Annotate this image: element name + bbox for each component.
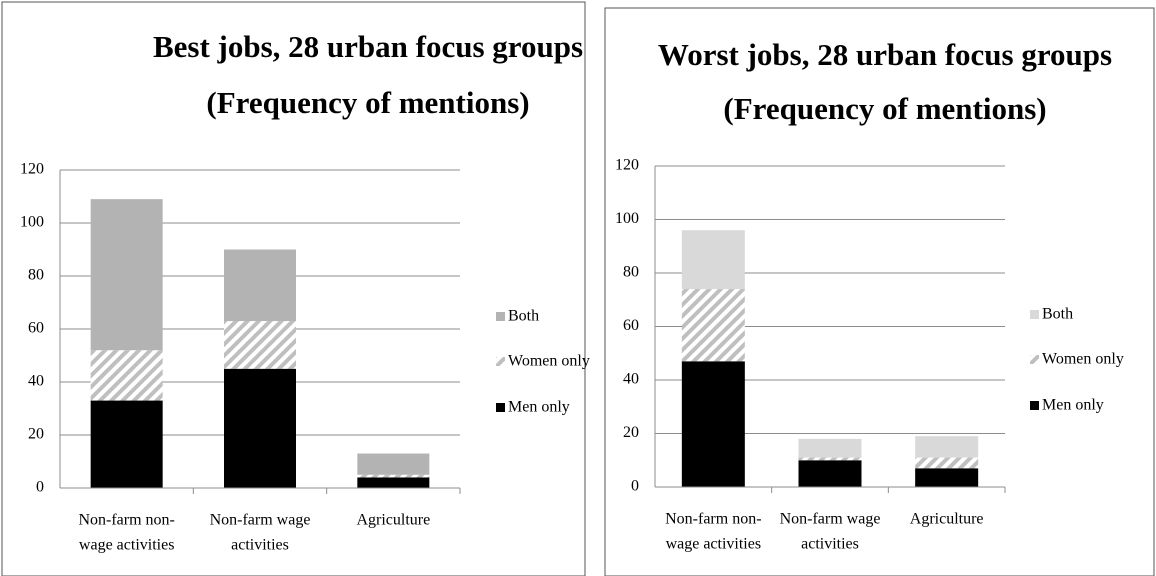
- bar-segment: [90, 400, 163, 488]
- bar-segment: [90, 350, 163, 401]
- y-tick-label: 60: [623, 317, 639, 334]
- x-tick-label: Agriculture: [910, 511, 984, 528]
- x-tick-label: activities: [231, 537, 289, 554]
- y-tick-label: 20: [623, 424, 639, 441]
- bar-segment: [224, 368, 296, 488]
- y-tick-label: 80: [623, 264, 639, 281]
- bar-segment: [224, 321, 296, 369]
- y-tick-label: 0: [631, 478, 639, 495]
- y-tick-label: 100: [20, 214, 44, 231]
- x-tick-label: wage activities: [666, 536, 762, 553]
- bar-segment: [357, 477, 430, 488]
- x-tick-label: Non-farm non-: [78, 512, 174, 529]
- bar-segment: [90, 199, 163, 351]
- bar-segment: [915, 468, 979, 487]
- bar-segment: [681, 361, 745, 487]
- legend-swatch: [496, 312, 505, 321]
- bar-segment: [915, 436, 979, 458]
- legend-swatch: [496, 357, 505, 366]
- x-tick-label: Non-farm wage: [210, 512, 311, 529]
- y-tick-label: 120: [20, 161, 44, 178]
- y-tick-label: 40: [623, 371, 639, 388]
- x-tick-label: activities: [801, 536, 859, 553]
- y-tick-label: 20: [28, 426, 44, 443]
- y-tick-label: 0: [36, 479, 44, 496]
- panel-border: [1, 1, 586, 576]
- legend-label: Both: [508, 308, 539, 325]
- bar-segment: [798, 460, 862, 487]
- y-tick-label: 60: [28, 320, 44, 337]
- y-tick-label: 40: [28, 373, 44, 390]
- legend-swatch: [496, 403, 505, 412]
- bar-segment: [915, 457, 979, 469]
- bar-segment: [357, 474, 430, 478]
- chart-title: Worst jobs, 28 urban focus groups: [658, 37, 1112, 72]
- legend-label: Both: [1042, 306, 1073, 323]
- bar-segment: [681, 289, 745, 362]
- bar-segment: [798, 457, 862, 461]
- legend-label: Women only: [1042, 351, 1124, 368]
- bar-segment: [224, 249, 296, 322]
- legend-label: Men only: [508, 399, 570, 416]
- x-tick-label: Agriculture: [356, 512, 430, 529]
- chart-title: (Frequency of mentions): [723, 91, 1046, 126]
- legend-swatch: [1030, 401, 1039, 410]
- panel-border: [604, 7, 1155, 576]
- chart-title: Best jobs, 28 urban focus groups: [153, 29, 583, 64]
- x-tick-label: wage activities: [79, 537, 175, 554]
- chart-title: (Frequency of mentions): [206, 85, 529, 120]
- bar-segment: [798, 438, 862, 458]
- bar-segment: [681, 230, 745, 290]
- y-tick-label: 120: [615, 157, 639, 174]
- y-tick-label: 80: [28, 267, 44, 284]
- legend-swatch: [1030, 310, 1039, 319]
- bar-segment: [357, 453, 430, 475]
- x-tick-label: Non-farm non-: [665, 511, 761, 528]
- x-tick-label: Non-farm wage: [780, 511, 881, 528]
- y-tick-label: 100: [615, 210, 639, 227]
- legend-label: Women only: [508, 353, 590, 370]
- legend-label: Men only: [1042, 397, 1104, 414]
- legend-swatch: [1030, 355, 1039, 364]
